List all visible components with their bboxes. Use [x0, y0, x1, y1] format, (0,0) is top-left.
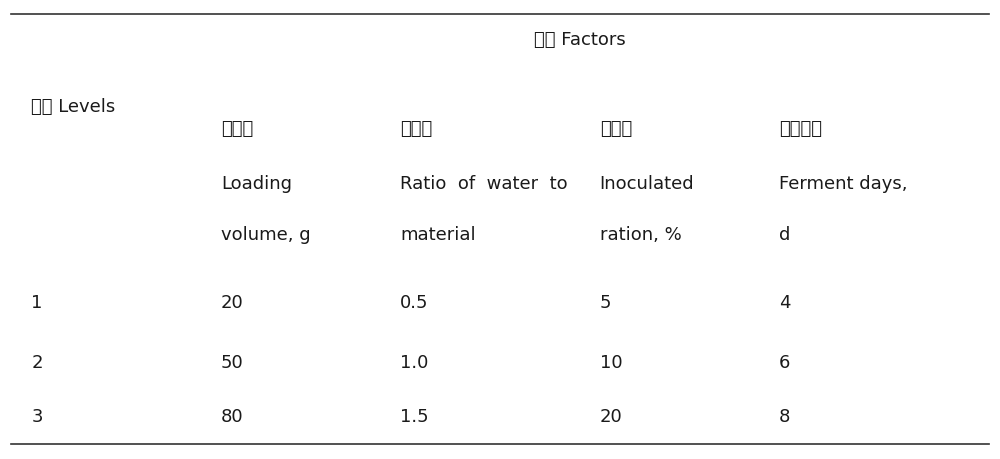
Text: volume, g: volume, g: [221, 225, 310, 243]
Text: Ratio  of  water  to: Ratio of water to: [400, 175, 568, 193]
Text: Loading: Loading: [221, 175, 292, 193]
Text: 水平 Levels: 水平 Levels: [31, 97, 116, 115]
Text: 1.0: 1.0: [400, 353, 429, 371]
Text: 20: 20: [221, 293, 244, 312]
Text: 发酵天数: 发酵天数: [779, 120, 822, 138]
Text: material: material: [400, 225, 476, 243]
Text: Ferment days,: Ferment days,: [779, 175, 908, 193]
Text: 20: 20: [600, 408, 622, 425]
Text: 50: 50: [221, 353, 244, 371]
Text: 8: 8: [779, 408, 791, 425]
Text: Inoculated: Inoculated: [600, 175, 694, 193]
Text: 80: 80: [221, 408, 243, 425]
Text: 6: 6: [779, 353, 791, 371]
Text: d: d: [779, 225, 791, 243]
Text: 1: 1: [31, 293, 43, 312]
Text: 料水比: 料水比: [400, 120, 433, 138]
Text: 3: 3: [31, 408, 43, 425]
Text: 10: 10: [600, 353, 622, 371]
Text: 2: 2: [31, 353, 43, 371]
Text: 接种量: 接种量: [600, 120, 632, 138]
Text: 0.5: 0.5: [400, 293, 429, 312]
Text: 5: 5: [600, 293, 611, 312]
Text: 因素 Factors: 因素 Factors: [534, 31, 626, 49]
Text: 装载量: 装载量: [221, 120, 253, 138]
Text: 4: 4: [779, 293, 791, 312]
Text: 1.5: 1.5: [400, 408, 429, 425]
Text: ration, %: ration, %: [600, 225, 681, 243]
